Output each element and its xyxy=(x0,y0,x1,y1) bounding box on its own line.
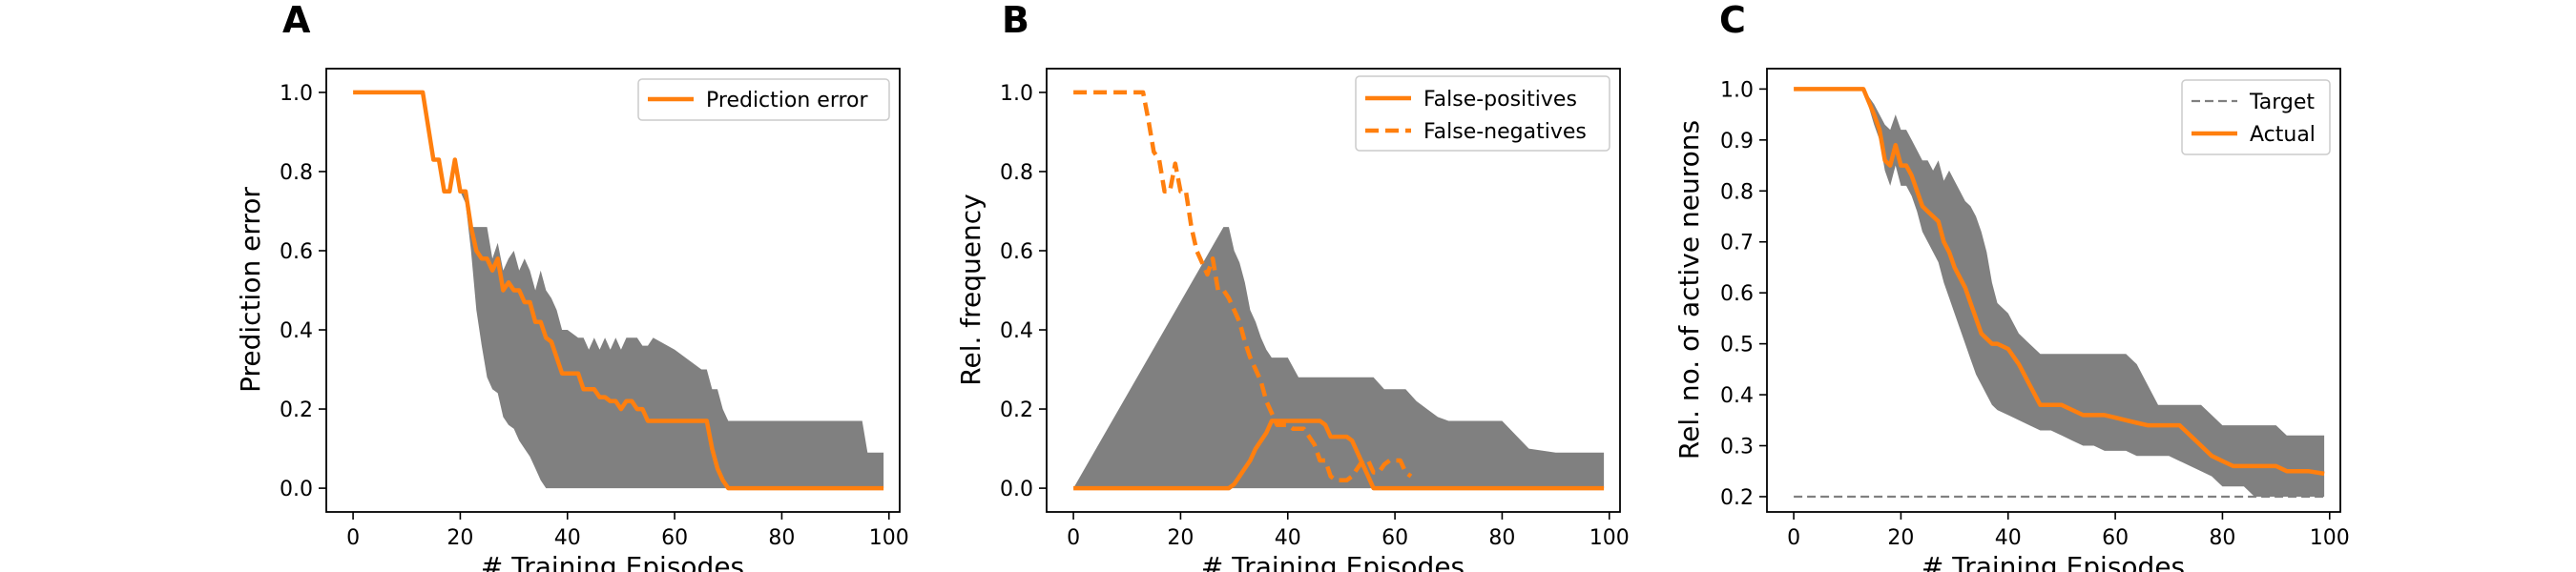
x-axis-label: # Training Episodes xyxy=(1201,551,1465,572)
y-tick-label: 0.4 xyxy=(1720,384,1754,408)
panel-letter: A xyxy=(282,0,311,41)
y-axis-ticks: 0.0 0.2 0.4 0.6 0.8 1.0 xyxy=(1000,82,1047,501)
legend: Prediction error xyxy=(638,79,889,120)
y-tick-label: 0.0 xyxy=(1000,478,1033,501)
x-tick-label: 100 xyxy=(869,526,909,550)
y-tick-label: 1.0 xyxy=(280,82,313,106)
panel-letter: B xyxy=(1002,0,1029,41)
legend-label-actual: Actual xyxy=(2250,123,2316,147)
legend: False-positives False-negatives xyxy=(1356,76,1610,151)
x-axis-ticks: 0 20 40 60 80 100 xyxy=(1787,512,2350,550)
panel-letter: C xyxy=(1719,0,1746,41)
x-tick-label: 60 xyxy=(1381,526,1408,550)
y-tick-label: 0.6 xyxy=(280,240,313,264)
y-tick-label: 1.0 xyxy=(1000,82,1033,106)
y-tick-label: 0.8 xyxy=(280,161,313,185)
x-tick-label: 80 xyxy=(768,526,795,550)
y-tick-label: 0.3 xyxy=(1720,436,1754,460)
panel-a: A 0 20 40 60 80 100 0.0 0.2 0.4 0.6 0.8 1.0 # Trai… xyxy=(235,0,909,572)
x-tick-label: 80 xyxy=(1488,526,1515,550)
legend-label-prediction-error: Prediction error xyxy=(706,89,868,112)
x-tick-label: 0 xyxy=(346,526,360,550)
x-tick-label: 0 xyxy=(1787,526,1800,550)
y-tick-label: 0.4 xyxy=(1000,319,1033,343)
y-tick-label: 0.6 xyxy=(1000,240,1033,264)
y-tick-label: 0.0 xyxy=(280,478,313,501)
y-tick-label: 0.6 xyxy=(1720,282,1754,306)
y-axis-label: Rel. frequency xyxy=(955,194,987,385)
y-tick-label: 0.2 xyxy=(1720,486,1754,510)
x-tick-label: 20 xyxy=(1887,526,1914,550)
x-tick-label: 40 xyxy=(554,526,581,550)
x-axis-label: # Training Episodes xyxy=(481,551,744,572)
y-tick-label: 0.7 xyxy=(1720,232,1754,255)
x-tick-label: 20 xyxy=(1167,526,1194,550)
legend-label-target: Target xyxy=(2249,91,2315,114)
y-tick-label: 0.9 xyxy=(1720,130,1754,153)
y-tick-label: 1.0 xyxy=(1720,78,1754,102)
y-axis-label: Prediction error xyxy=(235,187,266,393)
y-tick-label: 0.8 xyxy=(1720,180,1754,204)
x-tick-label: 80 xyxy=(2209,526,2235,550)
x-tick-label: 100 xyxy=(1589,526,1630,550)
y-tick-label: 0.2 xyxy=(1000,398,1033,422)
x-tick-label: 40 xyxy=(1995,526,2022,550)
x-tick-label: 60 xyxy=(661,526,688,550)
y-axis-ticks: 0.0 0.2 0.4 0.6 0.8 1.0 xyxy=(280,82,326,501)
panel-c: C 0 20 40 60 80 100 0.2 0.3 0.4 0.5 0.6 0.7 0.8 0.9 1… xyxy=(1673,0,2350,572)
x-tick-label: 20 xyxy=(447,526,473,550)
x-axis-ticks: 0 20 40 60 80 100 xyxy=(1067,512,1630,550)
confidence-band-layer xyxy=(1073,227,1604,488)
x-tick-label: 100 xyxy=(2310,526,2350,550)
x-axis-ticks: 0 20 40 60 80 100 xyxy=(346,512,909,550)
legend-label-false-positives: False-positives xyxy=(1423,88,1577,112)
x-axis-label: # Training Episodes xyxy=(1922,551,2185,572)
panel-b: B 0 20 40 60 80 100 0.0 0.2 0.4 0.6 0.8 1.0 # Trai… xyxy=(955,0,1630,572)
x-tick-label: 40 xyxy=(1275,526,1301,550)
y-axis-label: Rel. no. of active neurons xyxy=(1673,120,1705,460)
y-tick-label: 0.8 xyxy=(1000,161,1033,185)
y-axis-ticks: 0.2 0.3 0.4 0.5 0.6 0.7 0.8 0.9 1.0 xyxy=(1720,78,1767,510)
x-tick-label: 0 xyxy=(1067,526,1080,550)
legend: Target Actual xyxy=(2182,80,2330,154)
x-tick-label: 60 xyxy=(2102,526,2129,550)
y-tick-label: 0.2 xyxy=(280,398,313,422)
y-tick-label: 0.5 xyxy=(1720,334,1754,358)
y-tick-label: 0.4 xyxy=(280,319,313,343)
legend-label-false-negatives: False-negatives xyxy=(1423,120,1587,144)
confidence-band xyxy=(1073,227,1604,488)
